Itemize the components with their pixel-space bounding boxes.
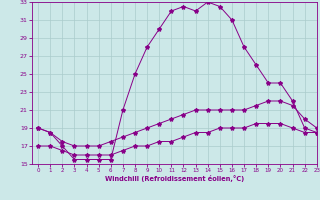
X-axis label: Windchill (Refroidissement éolien,°C): Windchill (Refroidissement éolien,°C) bbox=[105, 175, 244, 182]
